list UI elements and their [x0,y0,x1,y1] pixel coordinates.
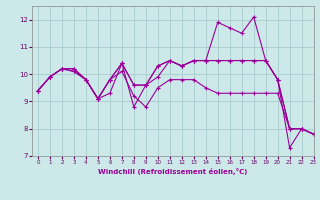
X-axis label: Windchill (Refroidissement éolien,°C): Windchill (Refroidissement éolien,°C) [98,168,247,175]
